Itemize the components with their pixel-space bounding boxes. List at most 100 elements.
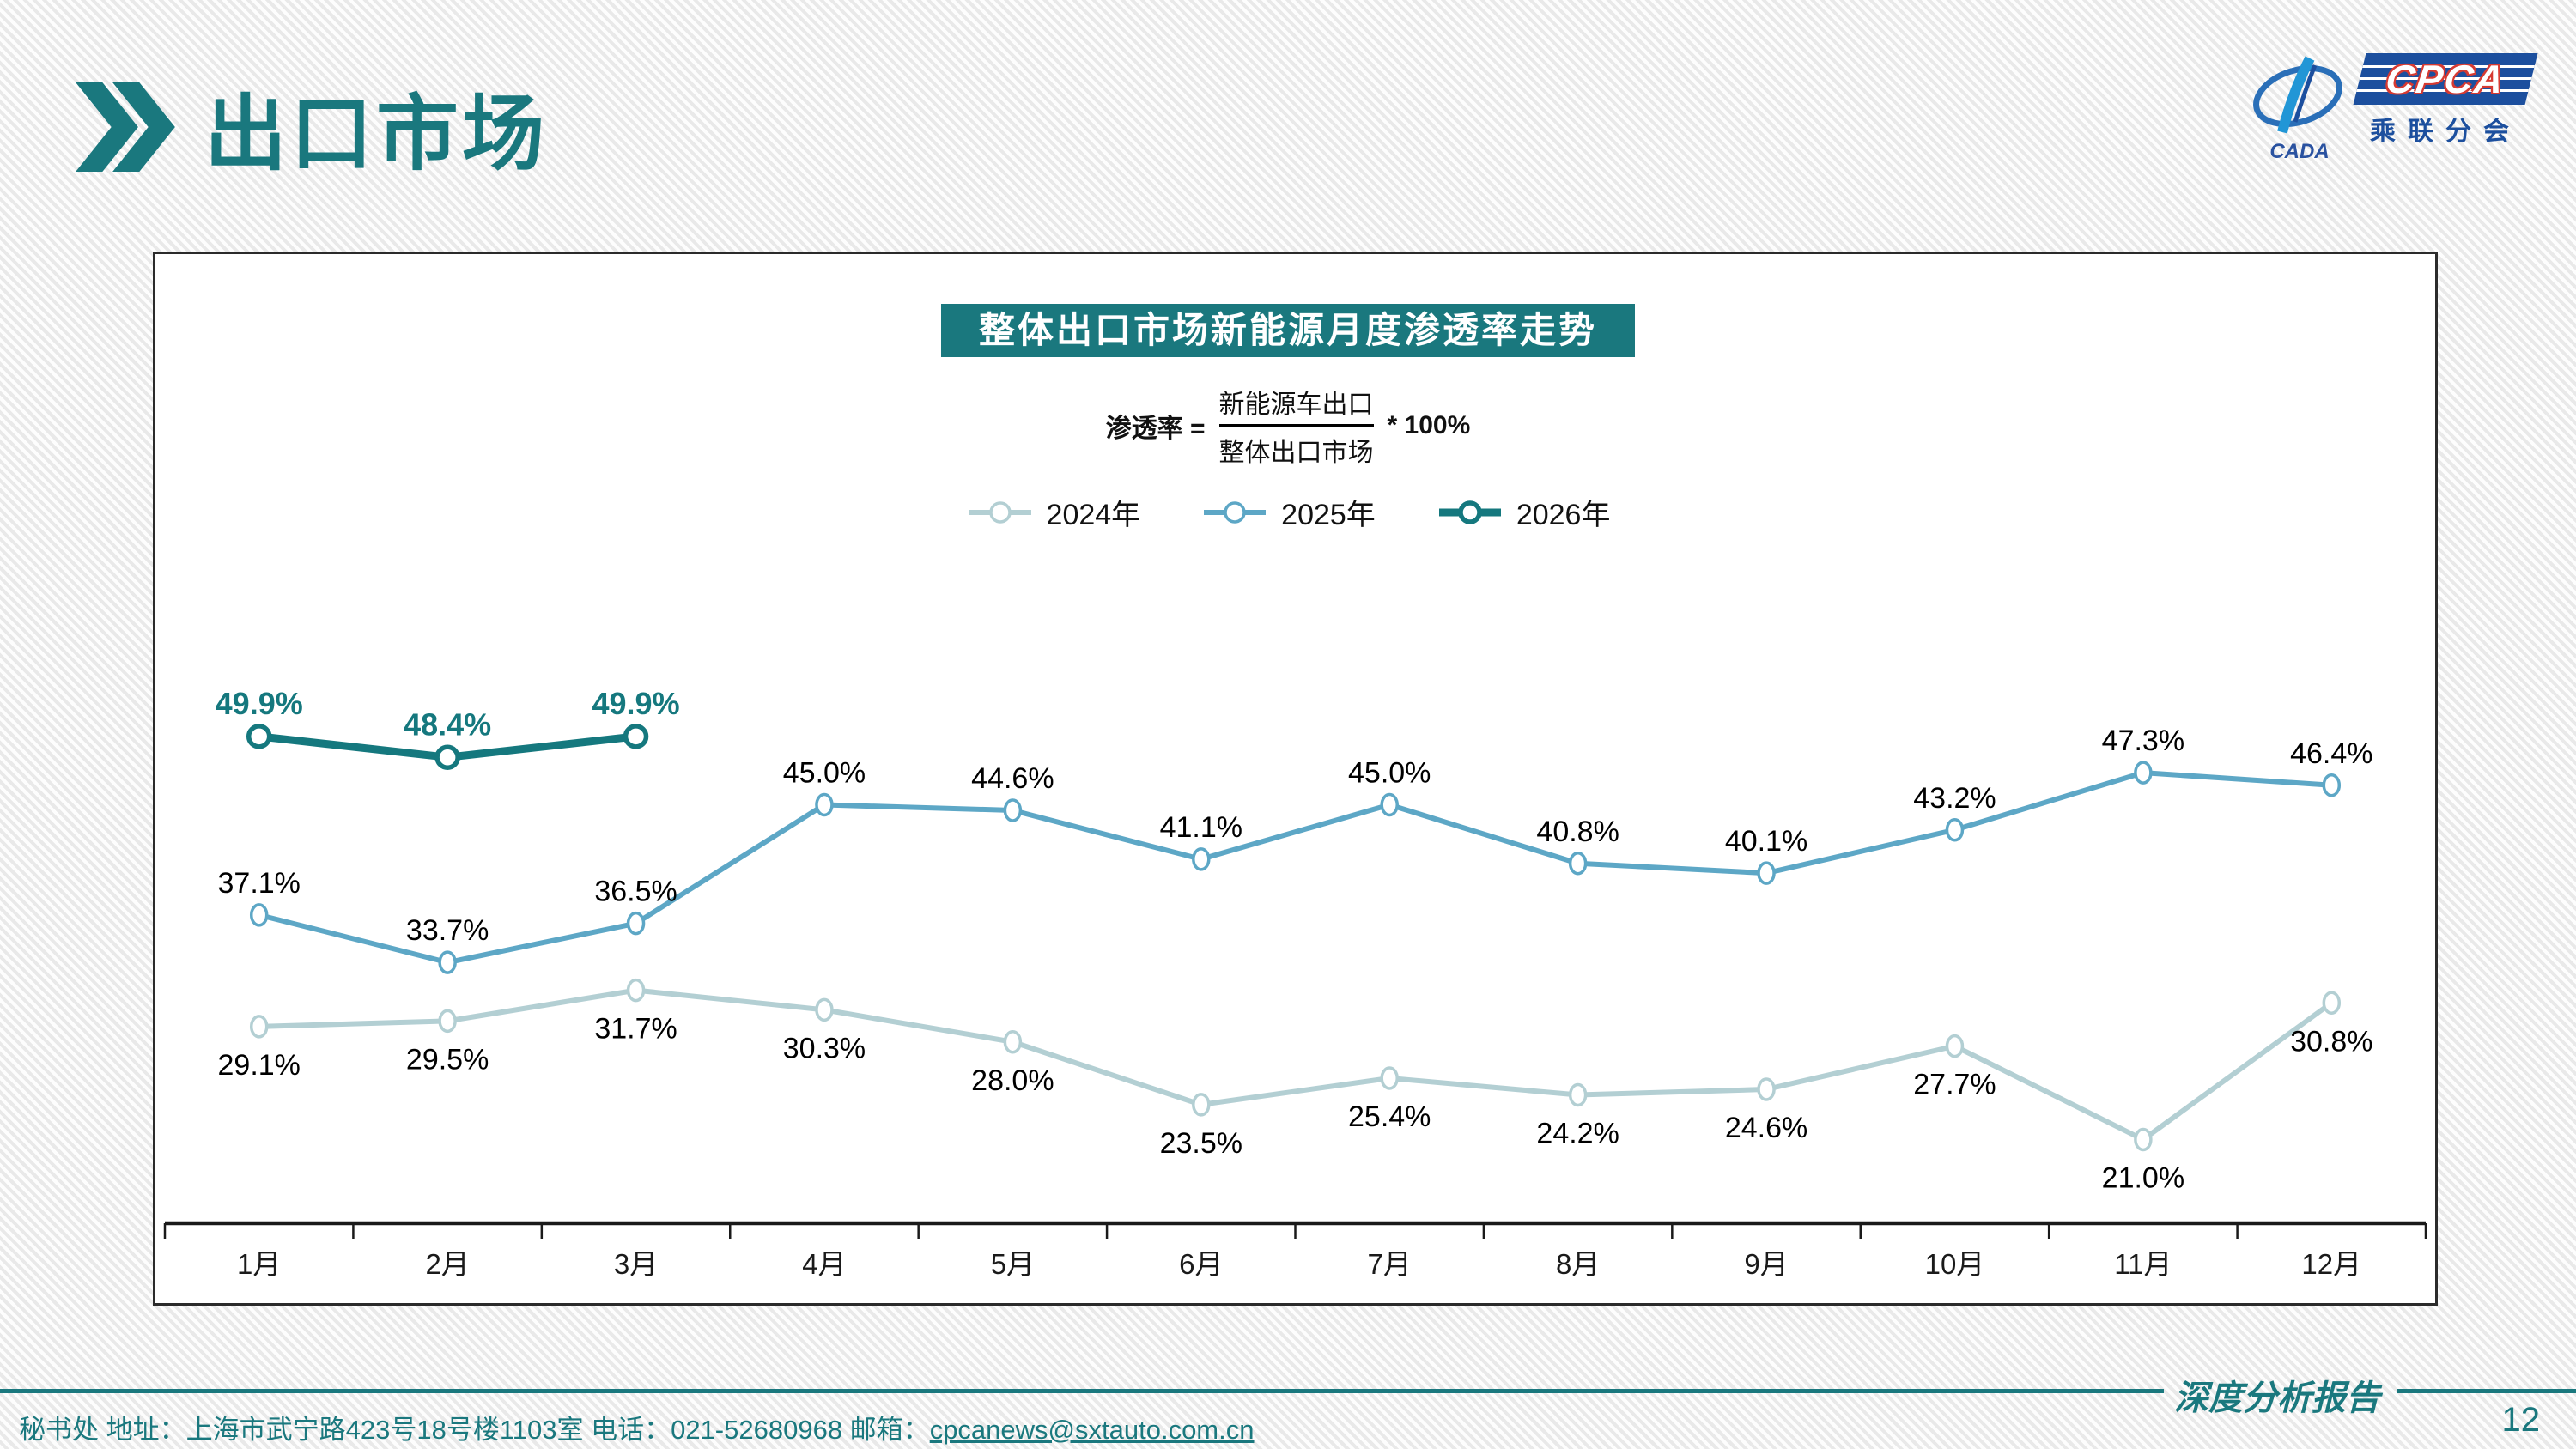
- report-type-label: 深度分析报告: [2174, 1378, 2380, 1418]
- axis-tick-label: 4月: [802, 1248, 846, 1280]
- data-label: 29.5%: [406, 1043, 489, 1076]
- data-point-marker: [1192, 847, 1211, 871]
- legend-label: 2024年: [1046, 499, 1141, 531]
- data-label: 46.4%: [2290, 737, 2372, 770]
- data-point-marker: [1380, 792, 1399, 817]
- data-label: 48.4%: [404, 706, 491, 742]
- data-point-marker: [815, 997, 834, 1022]
- double-chevron-icon: [76, 82, 175, 172]
- data-label: 43.2%: [1913, 782, 1996, 815]
- legend-label: 2026年: [1516, 499, 1611, 531]
- data-point-marker: [438, 950, 457, 974]
- legend-item-2025年: 2025年: [1200, 491, 1376, 533]
- data-point-marker: [1757, 1077, 1776, 1101]
- data-label: 27.7%: [1913, 1069, 1996, 1101]
- data-point-marker: [626, 978, 646, 1003]
- cpca-subtitle: 乘联分会: [2370, 118, 2521, 146]
- data-label: 30.3%: [783, 1032, 866, 1064]
- data-label: 36.5%: [594, 876, 677, 908]
- data-label: 37.1%: [218, 867, 301, 900]
- chart-title-banner: 整体出口市场新能源月度渗透率走势: [940, 304, 1636, 357]
- slide-header: 出口市场: [70, 67, 548, 186]
- data-label: 30.8%: [2290, 1025, 2372, 1058]
- data-point-marker: [626, 911, 646, 936]
- data-label: 40.8%: [1536, 815, 1619, 848]
- legend-marker-icon: [1438, 500, 1501, 524]
- data-point-marker: [249, 903, 269, 927]
- data-point-marker: [1380, 1066, 1399, 1090]
- data-label: 49.9%: [216, 686, 303, 721]
- legend-marker-icon: [969, 500, 1031, 524]
- data-point-marker: [249, 1015, 269, 1039]
- data-label: 24.6%: [1725, 1112, 1807, 1144]
- legend-item-2024年: 2024年: [966, 491, 1141, 533]
- legend-dot: [1224, 500, 1246, 524]
- data-point-marker: [815, 792, 834, 817]
- data-point-marker: [438, 1009, 457, 1034]
- data-point-marker: [246, 724, 272, 749]
- footer-divider-right: [2397, 1389, 2576, 1393]
- legend-dot: [988, 500, 1012, 524]
- cpca-logo: CADA CPCA 乘联分会: [2248, 53, 2538, 165]
- axis-tick-label: 2月: [425, 1248, 469, 1280]
- data-label: 25.4%: [1348, 1100, 1431, 1133]
- svg-text:CADA: CADA: [2269, 140, 2329, 163]
- data-point-marker: [1568, 852, 1588, 876]
- data-label: 21.0%: [2102, 1162, 2184, 1195]
- axis-tick-label: 5月: [991, 1248, 1035, 1280]
- axis-tick-label: 12月: [2301, 1248, 2361, 1280]
- data-point-marker: [2322, 991, 2342, 1015]
- page-number: 12: [2501, 1401, 2541, 1439]
- data-label: 45.0%: [1348, 757, 1431, 790]
- data-point-marker: [1568, 1082, 1588, 1107]
- formula-fraction: 新能源车出口 整体出口市场: [1218, 383, 1374, 469]
- data-label: 44.6%: [971, 762, 1054, 795]
- axis-tick-label: 10月: [1925, 1248, 1985, 1280]
- data-label: 47.3%: [2102, 724, 2184, 757]
- axis-tick-label: 11月: [2114, 1248, 2172, 1280]
- data-point-marker: [1945, 1034, 1965, 1058]
- data-point-marker: [1003, 1030, 1023, 1054]
- data-point-marker: [623, 724, 649, 749]
- data-label: 33.7%: [406, 914, 489, 947]
- fraction-bar: [1218, 424, 1374, 427]
- footer-divider-left: [0, 1389, 2164, 1393]
- data-label: 24.2%: [1536, 1118, 1619, 1150]
- data-point-marker: [2134, 1127, 2153, 1152]
- data-label: 23.5%: [1160, 1127, 1242, 1160]
- data-label: 31.7%: [594, 1013, 677, 1046]
- axis-tick-label: 9月: [1744, 1248, 1788, 1280]
- formula-numerator: 新能源车出口: [1218, 391, 1374, 419]
- legend-label: 2025年: [1281, 499, 1376, 531]
- footer-contact: 秘书处 地址：上海市武宁路423号18号楼1103室 电话：021-526809…: [19, 1408, 1255, 1446]
- data-point-marker: [1192, 1093, 1211, 1117]
- data-label: 29.1%: [218, 1049, 301, 1082]
- data-label: 49.9%: [592, 686, 680, 721]
- legend-dot: [1458, 500, 1482, 524]
- penetration-formula: 渗透率 = 新能源车出口 整体出口市场 * 100%: [0, 383, 2576, 469]
- data-point-marker: [2134, 761, 2153, 785]
- formula-lhs: 渗透率 =: [1105, 415, 1206, 443]
- series-line-2025年: [258, 770, 2332, 966]
- footer-contact-text: 秘书处 地址：上海市武宁路423号18号楼1103室 电话：021-526809…: [19, 1415, 930, 1445]
- footer-email-link[interactable]: cpcanews@sxtauto.com.cn: [929, 1415, 1255, 1445]
- data-point-marker: [434, 744, 460, 770]
- series-line-2024年: [258, 987, 2334, 1143]
- data-point-marker: [1003, 798, 1023, 822]
- chart-legend: 2024年 2025年 2026年: [0, 491, 2576, 533]
- cada-logo-icon: CADA: [2253, 56, 2342, 163]
- axis-tick-label: 7月: [1368, 1248, 1412, 1280]
- axis-tick-label: 3月: [614, 1248, 658, 1280]
- data-label: 41.1%: [1160, 811, 1242, 844]
- data-label: 28.0%: [971, 1064, 1054, 1097]
- page-title: 出口市场: [204, 88, 548, 180]
- axis-tick-label: 8月: [1556, 1248, 1600, 1280]
- data-label: 45.0%: [783, 757, 866, 790]
- data-label: 40.1%: [1725, 825, 1807, 858]
- legend-item-2026年: 2026年: [1436, 491, 1611, 533]
- data-point-marker: [1757, 861, 1776, 885]
- axis-tick-label: 1月: [237, 1248, 281, 1280]
- legend-marker-icon: [1204, 500, 1267, 524]
